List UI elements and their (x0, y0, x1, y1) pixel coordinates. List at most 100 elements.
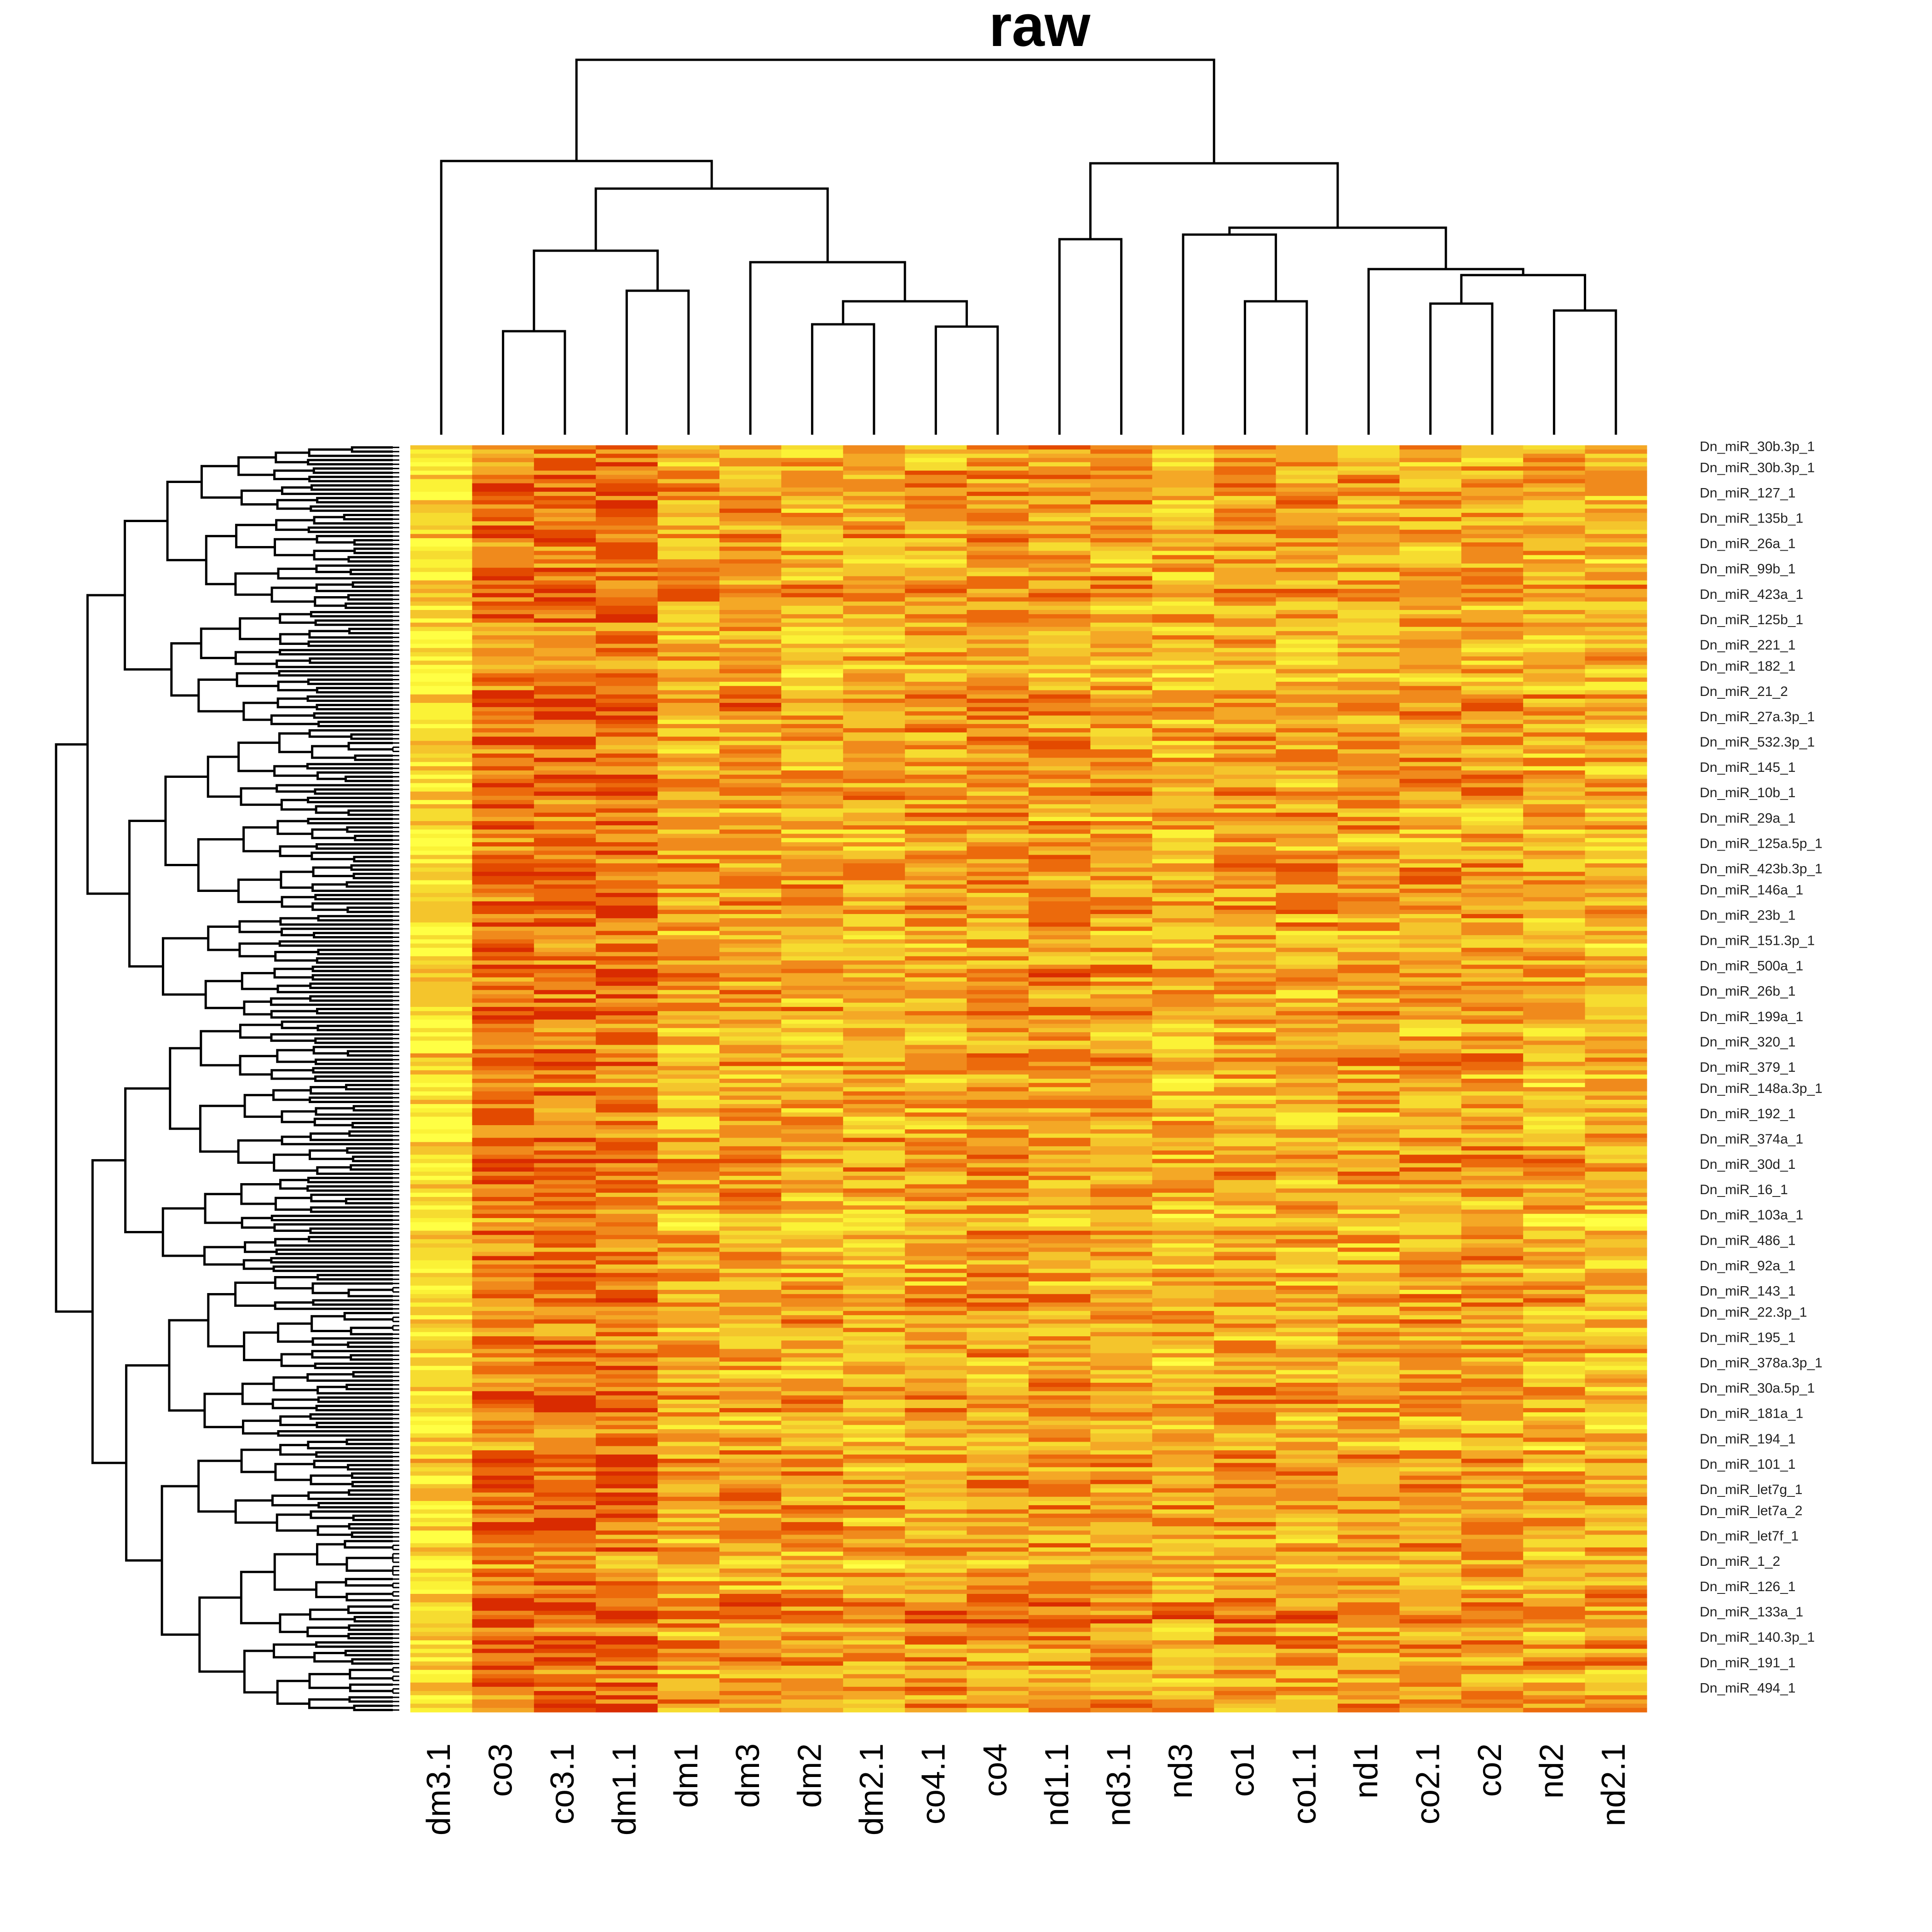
heatmap-cell (966, 508, 1029, 513)
heatmap-cell (1338, 1235, 1400, 1240)
heatmap-cell (1585, 487, 1647, 492)
heatmap-cell (472, 1083, 535, 1087)
row-dendrogram (55, 446, 399, 1711)
heatmap-cell (1399, 576, 1462, 581)
heatmap-cell (534, 1315, 596, 1320)
heatmap-cell (1276, 449, 1338, 454)
heatmap-cell (781, 542, 844, 547)
heatmap-cell (596, 479, 658, 484)
heatmap-cell (1461, 1108, 1524, 1113)
heatmap-cell (1523, 1218, 1586, 1223)
heatmap-cell (843, 491, 905, 496)
heatmap-cell (1214, 1006, 1276, 1012)
heatmap-cell (1585, 1294, 1647, 1299)
heatmap-cell (1029, 593, 1091, 598)
heatmap-cell (781, 998, 844, 1003)
heatmap-cell (534, 661, 596, 665)
heatmap-cell (843, 1323, 905, 1328)
heatmap-cell (1338, 677, 1400, 682)
heatmap-cell (1090, 698, 1153, 703)
heatmap-cell (410, 1116, 472, 1121)
heatmap-cell (1399, 644, 1462, 649)
heatmap-cell (657, 1349, 720, 1354)
heatmap-cell (1152, 909, 1214, 914)
heatmap-cell (1214, 1108, 1276, 1113)
heatmap-cell (596, 568, 658, 572)
heatmap-cell (657, 1362, 720, 1366)
heatmap-cell (472, 1095, 535, 1100)
heatmap-cell (1029, 825, 1091, 830)
heatmap-cell (1338, 1074, 1400, 1079)
heatmap-cell (1276, 1226, 1338, 1231)
heatmap-cell (1152, 661, 1214, 665)
heatmap-cell (534, 969, 596, 974)
heatmap-cell (1090, 994, 1153, 999)
heatmap-cell (534, 1222, 596, 1227)
heatmap-cell (1029, 1176, 1091, 1180)
heatmap-cell (1276, 1142, 1338, 1147)
dendrogram-link (238, 942, 280, 958)
heatmap-cell (472, 479, 535, 484)
heatmap-cell (1029, 762, 1091, 767)
heatmap-cell (1461, 1104, 1524, 1109)
heatmap-cell (1152, 872, 1214, 876)
heatmap-cell (596, 1205, 658, 1210)
heatmap-cell (1523, 517, 1586, 522)
heatmap-cell (905, 546, 967, 552)
heatmap-cell (1152, 842, 1214, 847)
heatmap-cell (1461, 914, 1524, 919)
heatmap-cell (1523, 1032, 1586, 1037)
heatmap-cell (1152, 948, 1214, 953)
heatmap-cell (596, 1129, 658, 1134)
heatmap-cell (1399, 1159, 1462, 1164)
heatmap-cell (534, 859, 596, 864)
heatmap-cell (1152, 1264, 1214, 1269)
heatmap-cell (657, 745, 720, 750)
heatmap-cell (1029, 1019, 1091, 1024)
heatmap-cell (1214, 753, 1276, 758)
heatmap-cell (596, 508, 658, 513)
heatmap-cell (657, 1108, 720, 1113)
heatmap-cell (596, 525, 658, 530)
heatmap-cell (1276, 998, 1338, 1003)
heatmap-cell (905, 1357, 967, 1362)
heatmap-cell (966, 1058, 1029, 1062)
heatmap-cell (472, 534, 535, 539)
heatmap-cell (1276, 597, 1338, 602)
heatmap-cell (905, 884, 967, 889)
heatmap-cell (657, 449, 720, 454)
heatmap-cell (719, 1298, 782, 1303)
heatmap-cell (410, 1226, 472, 1231)
heatmap-cell (1276, 1315, 1338, 1320)
heatmap-cell (657, 525, 720, 530)
heatmap-cell (410, 855, 472, 860)
heatmap-cell (843, 1129, 905, 1134)
heatmap-cell (843, 1201, 905, 1206)
heatmap-cell (1276, 698, 1338, 703)
heatmap-cell (1461, 610, 1524, 615)
heatmap-cell (1090, 1108, 1153, 1113)
heatmap-cell (1585, 1138, 1647, 1143)
heatmap-cell (843, 1209, 905, 1214)
heatmap-cell (1461, 529, 1524, 535)
heatmap-cell (1276, 682, 1338, 686)
heatmap-cell (410, 719, 472, 724)
heatmap-cell (1214, 876, 1276, 881)
heatmap-cell (781, 483, 844, 488)
heatmap-cell (843, 1218, 905, 1223)
heatmap-cell (1399, 542, 1462, 547)
heatmap-cell (596, 1062, 658, 1067)
heatmap-cell (905, 876, 967, 881)
heatmap-cell (1399, 909, 1462, 914)
heatmap-cell (781, 1112, 844, 1117)
heatmap-cell (1399, 1006, 1462, 1012)
heatmap-cell (1214, 1353, 1276, 1358)
heatmap-cell (1523, 922, 1586, 927)
heatmap-cell (1399, 1311, 1462, 1316)
heatmap-cell (1029, 1357, 1091, 1362)
heatmap-cell (843, 1366, 905, 1371)
heatmap-cell (657, 1006, 720, 1012)
heatmap-cell (1523, 1201, 1586, 1206)
heatmap-cell (657, 935, 720, 940)
heatmap-cell (472, 1066, 535, 1071)
